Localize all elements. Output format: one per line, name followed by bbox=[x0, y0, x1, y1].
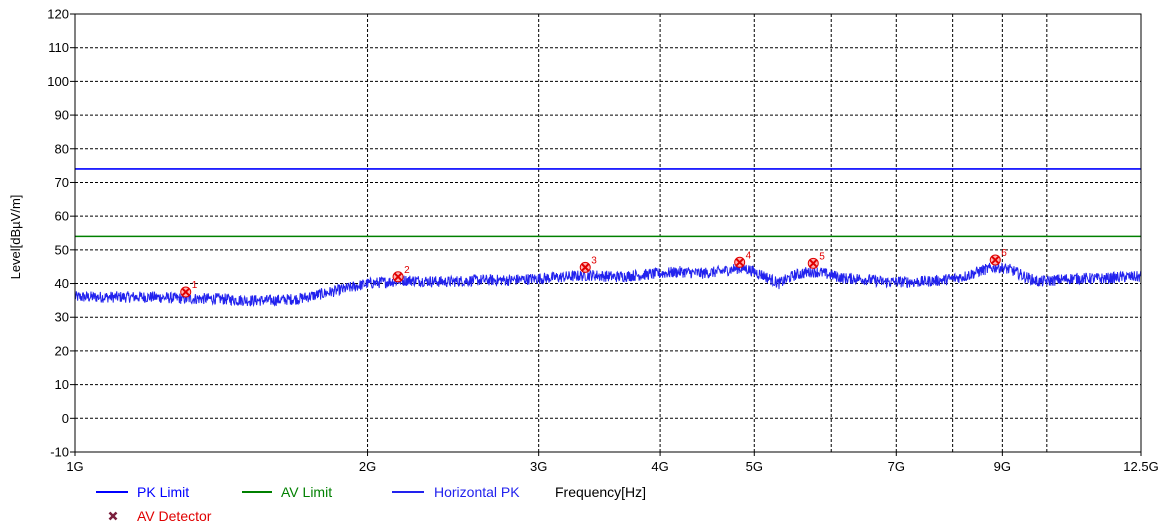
y-tick-label: 110 bbox=[48, 40, 69, 55]
legend-label-av-detector: AV Detector bbox=[137, 508, 212, 524]
y-tick-label: 90 bbox=[55, 108, 69, 123]
series-line-horizontal-pk bbox=[74, 261, 1142, 308]
legend-item-av-detector: AV Detector bbox=[108, 508, 212, 524]
y-tick-label: 30 bbox=[55, 310, 69, 325]
y-tick-label: 20 bbox=[55, 343, 69, 358]
marker-cross bbox=[809, 259, 818, 268]
marker-label: 2 bbox=[404, 265, 410, 276]
legend-item-av-limit: AV Limit bbox=[242, 484, 332, 500]
legend-swatch-av-detector bbox=[108, 511, 118, 521]
y-tick-label: 50 bbox=[55, 242, 69, 257]
marker-label: 3 bbox=[591, 255, 597, 266]
plot-frame bbox=[74, 13, 1142, 453]
y-tick-label: 80 bbox=[55, 141, 69, 156]
legend-item-horizontal-pk: Horizontal PK bbox=[392, 484, 520, 500]
marker-label: 1 bbox=[192, 280, 198, 291]
x-tick-label: 7G bbox=[888, 459, 905, 474]
x-tick-label: 2G bbox=[359, 459, 376, 474]
av-detector-marker bbox=[392, 271, 404, 283]
x-tick-label: 3G bbox=[530, 459, 547, 474]
x-tick-label: 12.5G bbox=[1123, 459, 1158, 474]
legend-item-pk-limit: PK Limit bbox=[96, 484, 189, 500]
marker-cross bbox=[581, 263, 590, 272]
marker-cross bbox=[991, 255, 1000, 265]
marker-cross bbox=[181, 287, 190, 297]
axis-layer: -10 0 10 20 30 40 50 60 70 80 90 100 110 120 1G 2G 3G 4G 5… bbox=[47, 7, 1158, 475]
y-tick-label: 70 bbox=[55, 175, 69, 190]
y-tick-label: 40 bbox=[55, 276, 69, 291]
series-layer bbox=[74, 168, 1142, 308]
y-tick-label: 10 bbox=[55, 377, 69, 392]
y-tick-label: 100 bbox=[47, 74, 69, 89]
legend-label-av-limit: AV Limit bbox=[281, 484, 332, 500]
av-detector-marker bbox=[180, 286, 192, 298]
grid-layer bbox=[75, 14, 1141, 452]
legend-label-pk-limit: PK Limit bbox=[137, 484, 189, 500]
x-tick-label: 4G bbox=[651, 459, 668, 474]
y-tick-label: 120 bbox=[47, 7, 69, 22]
av-detector-marker bbox=[989, 254, 1001, 266]
x-tick-label: 5G bbox=[746, 459, 763, 474]
x-tick-label: 1G bbox=[66, 459, 83, 474]
y-axis-title: Level[dBµV/m] bbox=[8, 195, 23, 280]
legend-label-horizontal-pk: Horizontal PK bbox=[434, 484, 520, 500]
av-detector-marker bbox=[807, 257, 819, 269]
marker-label: 6 bbox=[1001, 248, 1007, 259]
x-tick-label: 9G bbox=[994, 459, 1011, 474]
av-detector-marker bbox=[734, 256, 746, 268]
y-tick-label: 0 bbox=[62, 411, 69, 426]
av-detector-marker bbox=[579, 261, 591, 273]
marker-label: 4 bbox=[746, 250, 752, 261]
y-tick-label: 60 bbox=[55, 209, 69, 224]
y-tick-label: -10 bbox=[50, 445, 69, 460]
marker-layer: 1 2 3 4 5 6 bbox=[180, 248, 1007, 298]
marker-label: 5 bbox=[819, 251, 825, 262]
legend: PK Limit AV Limit Horizontal PK Frequenc… bbox=[96, 484, 646, 524]
x-axis-title: Frequency[Hz] bbox=[555, 484, 646, 500]
marker-cross bbox=[393, 272, 403, 282]
marker-cross bbox=[735, 258, 744, 267]
